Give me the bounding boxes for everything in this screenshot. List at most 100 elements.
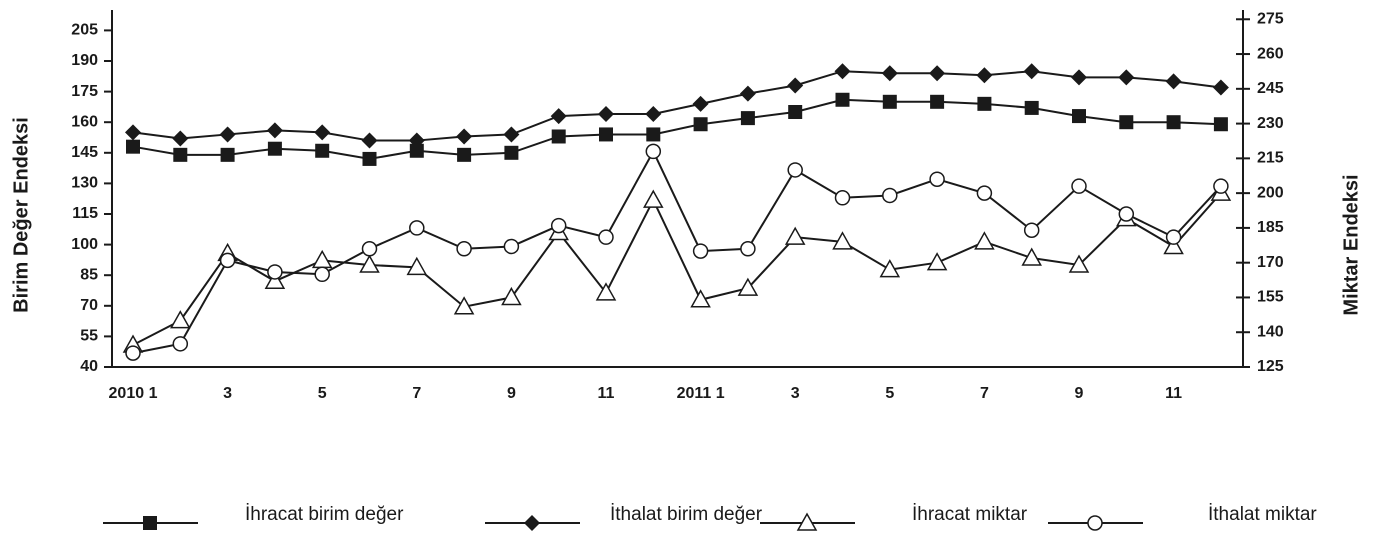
series-line (132, 192, 1222, 346)
marker (503, 238, 520, 255)
marker (1072, 109, 1086, 124)
marker (264, 270, 286, 289)
marker (1024, 100, 1039, 115)
marker (125, 124, 141, 141)
y2-tick-label: 155 (1257, 289, 1284, 306)
marker (1119, 115, 1134, 130)
marker (267, 141, 282, 156)
legend-marker (524, 515, 540, 531)
marker (976, 185, 993, 201)
marker (692, 243, 709, 259)
marker (930, 94, 945, 109)
x-tick-label: 2010 1 (109, 385, 158, 402)
marker (976, 67, 993, 84)
marker (173, 147, 188, 162)
x-tick-label: 3 (223, 385, 232, 402)
marker (740, 111, 755, 126)
marker (929, 65, 946, 82)
marker (879, 259, 901, 278)
y-tick-label: 70 (80, 297, 98, 314)
marker (598, 229, 614, 245)
marker (1023, 63, 1040, 80)
legend-text: İhracat miktar (912, 504, 1028, 525)
marker (406, 256, 428, 276)
x-tick-label: 9 (1075, 385, 1084, 402)
marker (1021, 247, 1042, 266)
x-tick-label: 11 (1165, 385, 1182, 402)
marker (788, 105, 803, 119)
marker (1165, 73, 1182, 90)
marker (881, 65, 898, 82)
marker (926, 252, 948, 271)
marker (1023, 222, 1040, 238)
marker (835, 92, 850, 107)
y-tick-label: 100 (71, 236, 98, 253)
y-tick-label: 160 (71, 113, 98, 130)
marker (645, 106, 662, 123)
marker (266, 122, 283, 139)
marker (787, 77, 804, 94)
marker (1071, 69, 1087, 86)
y2-tick-label: 185 (1257, 219, 1284, 236)
marker (645, 143, 662, 160)
marker (784, 226, 806, 245)
marker (314, 124, 331, 141)
marker (832, 231, 853, 250)
marker (739, 85, 756, 102)
y-tick-label: 85 (80, 266, 98, 283)
marker (314, 266, 330, 283)
legend-text: İthalat birim değer (610, 504, 763, 525)
marker (359, 254, 380, 273)
legend-marker (143, 516, 157, 530)
marker (172, 336, 189, 352)
marker (834, 63, 851, 80)
marker (643, 189, 664, 208)
marker (1163, 235, 1184, 255)
marker (267, 264, 283, 280)
series-line (132, 98, 1221, 160)
marker (125, 345, 141, 361)
legend-text: İhracat birim değer (245, 504, 404, 525)
marker (550, 217, 567, 234)
legend-marker (796, 512, 818, 531)
y2-tick-label: 275 (1257, 10, 1284, 27)
legend-marker (1087, 515, 1103, 531)
y-tick-label: 145 (71, 144, 98, 161)
marker (690, 289, 711, 308)
marker (595, 282, 617, 301)
marker (361, 241, 378, 257)
marker (172, 130, 189, 147)
x-tick-label: 9 (507, 385, 516, 402)
y-axis-title: Birim Değer Endeksi (10, 117, 32, 313)
series-line (132, 149, 1222, 355)
y-tick-label: 40 (80, 358, 98, 375)
y2-tick-label: 260 (1257, 45, 1284, 62)
series-line (132, 70, 1222, 142)
x-tick-label: 7 (412, 385, 421, 402)
y2-tick-label: 140 (1257, 323, 1284, 340)
y-tick-label: 130 (71, 175, 98, 192)
y2-axis-title: Miktar Endeksi (1340, 174, 1362, 315)
marker (929, 171, 945, 187)
y-tick-label: 55 (80, 328, 98, 345)
y-tick-label: 175 (71, 83, 98, 100)
y2-tick-label: 170 (1257, 254, 1284, 271)
x-tick-label: 2011 1 (677, 385, 725, 402)
y2-tick-label: 125 (1257, 358, 1284, 375)
marker (693, 117, 708, 132)
y-tick-label: 190 (71, 52, 98, 69)
y-tick-label: 205 (71, 22, 98, 39)
marker (362, 151, 377, 166)
marker (126, 139, 140, 154)
marker (692, 95, 709, 112)
marker (974, 231, 995, 250)
y2-tick-label: 245 (1257, 80, 1284, 97)
marker (170, 310, 191, 329)
marker (315, 143, 330, 158)
y2-tick-label: 215 (1257, 150, 1284, 167)
marker (503, 126, 520, 143)
marker (408, 132, 425, 149)
marker (457, 147, 472, 162)
marker (501, 286, 522, 306)
